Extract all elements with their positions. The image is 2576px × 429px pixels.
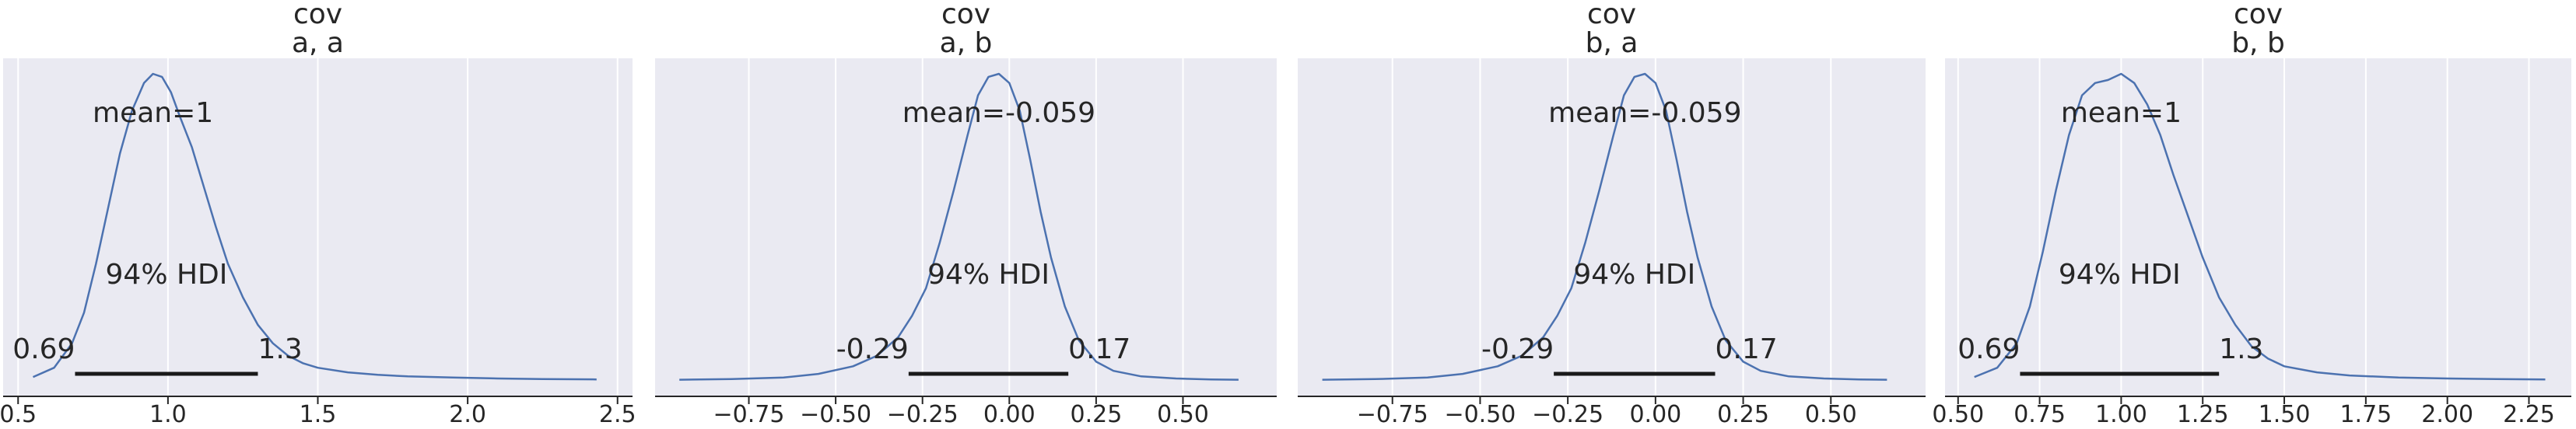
- x-tick-label: 0.50: [1805, 401, 1857, 428]
- density-curve: [1974, 72, 2546, 381]
- mean-label: mean=1: [2061, 97, 2182, 129]
- hdi-label: 94% HDI: [1573, 259, 1695, 291]
- mean-label: mean=-0.059: [902, 97, 1095, 129]
- x-tick-label: 0.25: [1717, 401, 1769, 428]
- plot-area: [1298, 58, 1926, 396]
- panel-title-var: cov: [941, 0, 990, 30]
- panel-title-coord: b, a: [1586, 27, 1638, 59]
- hdi-high-label: 1.3: [2219, 333, 2263, 365]
- hdi-high-label: 0.17: [1068, 333, 1130, 365]
- hdi-low-label: 0.69: [12, 333, 75, 365]
- panel-title-var: cov: [1587, 0, 1636, 30]
- x-tick-label: −0.50: [800, 401, 871, 428]
- panel-title-var: cov: [293, 0, 342, 30]
- hdi-label: 94% HDI: [106, 259, 228, 291]
- x-tick-label: −0.75: [1357, 401, 1428, 428]
- chart-panel-2: −0.75 −0.50 −0.25 0.00 0.25 0.50 94% HDI -0.29 0…: [655, 0, 1277, 428]
- mean-label: mean=-0.059: [1548, 97, 1741, 129]
- density-curve: [679, 72, 1239, 381]
- hdi-low-label: -0.29: [1481, 333, 1554, 365]
- hdi-label: 94% HDI: [2059, 259, 2181, 291]
- density-curve: [1322, 72, 1887, 381]
- chart-panel-3: −0.75 −0.50 −0.25 0.00 0.25 0.50 94% HDI -0.29 0…: [1298, 0, 1926, 428]
- plot-area: [655, 58, 1277, 396]
- hdi-low-label: 0.69: [1957, 333, 2020, 365]
- panel-title-coord: b, b: [2231, 27, 2285, 59]
- x-tick-label: 0.75: [2013, 401, 2066, 428]
- x-tick-label: 2.5: [599, 401, 636, 428]
- chart-panel-4: 0.50 0.75 1.00 1.25 1.50 1.75 2.00 2.25 94% HDI 0…: [1932, 0, 2571, 428]
- x-tick-label: 0.00: [1629, 401, 1681, 428]
- density-curve: [32, 72, 597, 381]
- x-tick-label: 0.25: [1070, 401, 1122, 428]
- x-tick-label: 1.25: [2177, 401, 2229, 428]
- x-tick-label: 0.50: [1932, 401, 1984, 428]
- x-tick-label: 1.0: [149, 401, 187, 428]
- x-tick-label: −0.25: [1532, 401, 1603, 428]
- panel-title-coord: a, b: [940, 27, 993, 59]
- hdi-low-label: -0.29: [836, 333, 909, 365]
- x-tick-label: −0.25: [887, 401, 959, 428]
- x-tick-label: 1.75: [2339, 401, 2392, 428]
- x-tick-label: −0.50: [1444, 401, 1516, 428]
- chart-panel-1: 0.5 1.0 1.5 2.0 2.5 94% HDI 0.69 1.3 mean=1 cova,…: [0, 0, 636, 428]
- hdi-label: 94% HDI: [927, 259, 1050, 291]
- x-tick-label: 2.0: [449, 401, 486, 428]
- panel-title-coord: a, a: [292, 27, 344, 59]
- x-tick-label: 2.25: [2503, 401, 2555, 428]
- x-tick-label: 1.5: [300, 401, 337, 428]
- mean-label: mean=1: [93, 97, 213, 129]
- x-tick-label: 1.50: [2259, 401, 2311, 428]
- x-tick-label: 2.00: [2421, 401, 2473, 428]
- x-tick-label: 0.50: [1157, 401, 1209, 428]
- panel-title-var: cov: [2234, 0, 2283, 30]
- hdi-high-label: 1.3: [258, 333, 302, 365]
- plot-area: [1945, 58, 2571, 396]
- x-tick-label: 0.00: [983, 401, 1036, 428]
- hdi-high-label: 0.17: [1715, 333, 1777, 365]
- x-tick-label: 1.00: [2095, 401, 2147, 428]
- x-tick-label: 0.5: [0, 401, 37, 428]
- x-tick-label: −0.75: [713, 401, 785, 428]
